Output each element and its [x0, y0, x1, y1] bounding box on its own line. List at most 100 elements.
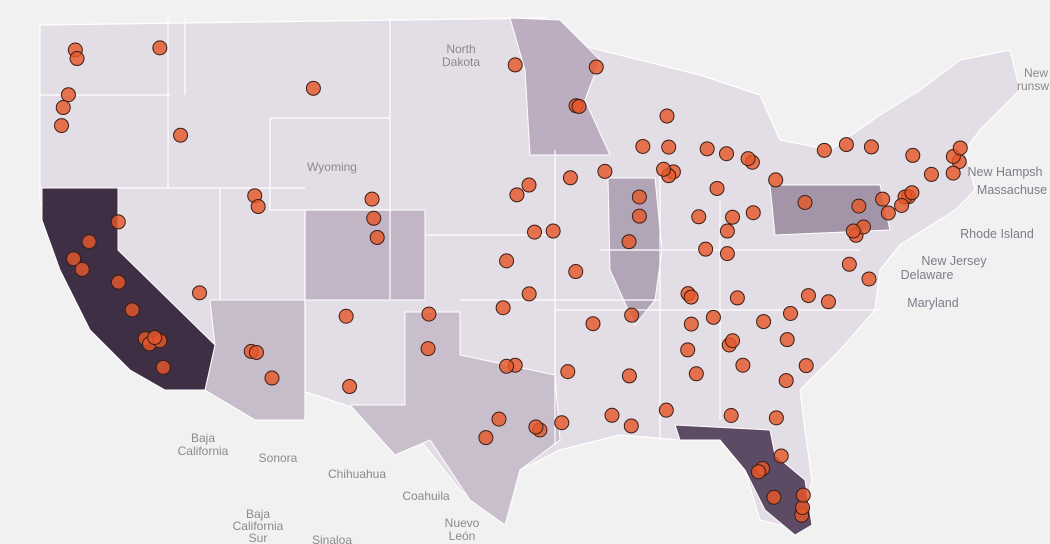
location-point [621, 368, 637, 384]
location-point [773, 448, 789, 464]
location-point [342, 379, 358, 395]
location-point [568, 264, 584, 280]
location-point [750, 464, 766, 480]
location-point [562, 170, 578, 186]
location-point [880, 205, 896, 221]
location-point [659, 108, 675, 124]
location-point [945, 165, 961, 181]
location-point [478, 430, 494, 446]
location-point [60, 87, 76, 103]
location-point [74, 261, 90, 277]
location-point [173, 127, 189, 143]
location-point [124, 302, 140, 318]
location-point [779, 332, 795, 348]
location-point [740, 151, 756, 167]
location-point [952, 140, 968, 156]
location-point [894, 197, 910, 213]
place-label: Massachuse [977, 183, 1047, 197]
place-label: Rhode Island [960, 227, 1034, 241]
place-label: Wyoming [307, 160, 357, 174]
location-point [588, 59, 604, 75]
location-point [364, 191, 380, 207]
location-point [797, 195, 813, 211]
location-point [491, 411, 507, 427]
location-point [723, 408, 739, 424]
location-point [705, 309, 721, 325]
location-point [635, 138, 651, 154]
location-point [838, 137, 854, 153]
location-point [904, 185, 920, 201]
location-point [250, 199, 266, 215]
location-point [851, 198, 867, 214]
location-point [499, 253, 515, 269]
location-point [152, 40, 168, 56]
location-point [369, 229, 385, 245]
location-point [699, 141, 715, 157]
location-point [338, 308, 354, 324]
location-point [147, 330, 163, 346]
location-point [604, 407, 620, 423]
location-point [725, 209, 741, 225]
location-point [507, 57, 523, 73]
location-point [192, 285, 208, 301]
location-point [783, 305, 799, 321]
place-label: New [1024, 66, 1048, 80]
location-point [845, 223, 861, 239]
state-shape [304, 209, 426, 301]
location-point [766, 489, 782, 505]
location-point [729, 290, 745, 306]
location-point [683, 289, 699, 305]
place-label: Baja [191, 431, 215, 445]
place-label: California [178, 444, 229, 458]
location-point [661, 139, 677, 155]
place-label: Maryland [907, 296, 958, 310]
place-label: New Hampsh [967, 165, 1042, 179]
location-point [420, 341, 436, 357]
location-point [69, 51, 85, 67]
location-point [305, 80, 321, 96]
location-point [798, 358, 814, 374]
location-point [719, 223, 735, 239]
location-point [624, 307, 640, 323]
location-point [725, 333, 741, 349]
location-point [597, 163, 613, 179]
location-point [527, 224, 543, 240]
location-point [658, 402, 674, 418]
location-point [719, 246, 735, 262]
place-label: Sinaloa [312, 533, 352, 544]
location-point [66, 251, 82, 267]
state-shape [674, 424, 813, 536]
location-point [800, 288, 816, 304]
place-label: Dakota [442, 55, 480, 69]
location-point [495, 300, 511, 316]
place-label: Chihuahua [328, 467, 386, 481]
location-point [110, 274, 126, 290]
location-point [861, 271, 877, 287]
location-point [560, 364, 576, 380]
location-point [719, 146, 735, 162]
location-point [499, 358, 515, 374]
land-shapes [39, 17, 1021, 536]
location-point [863, 139, 879, 155]
place-label: Sonora [259, 451, 298, 465]
location-point [875, 191, 891, 207]
location-point [521, 286, 537, 302]
location-point [680, 342, 696, 358]
location-point [366, 210, 382, 226]
location-point [768, 410, 784, 426]
location-point [521, 177, 537, 193]
state-shape [204, 299, 306, 421]
location-point [554, 415, 570, 431]
place-label: Coahuila [402, 489, 450, 503]
location-point [621, 234, 637, 250]
location-point [905, 147, 921, 163]
place-label: New Jersey [921, 254, 987, 268]
location-point [631, 189, 647, 205]
state-shape [509, 17, 611, 156]
location-point [110, 214, 126, 230]
location-point [745, 205, 761, 221]
location-point [656, 161, 672, 177]
location-point [820, 294, 836, 310]
place-label: California [233, 519, 284, 533]
